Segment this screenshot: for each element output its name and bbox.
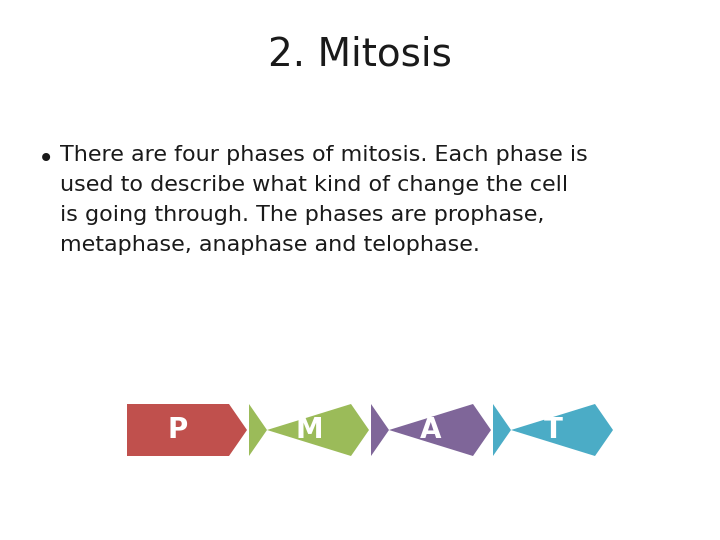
Text: used to describe what kind of change the cell: used to describe what kind of change the… bbox=[60, 175, 568, 195]
Polygon shape bbox=[249, 404, 369, 456]
Text: P: P bbox=[168, 416, 188, 444]
Polygon shape bbox=[493, 404, 613, 456]
Text: M: M bbox=[295, 416, 323, 444]
Text: T: T bbox=[544, 416, 562, 444]
Text: 2. Mitosis: 2. Mitosis bbox=[268, 36, 452, 74]
Text: •: • bbox=[38, 145, 54, 173]
Text: is going through. The phases are prophase,: is going through. The phases are prophas… bbox=[60, 205, 544, 225]
Polygon shape bbox=[371, 404, 491, 456]
Polygon shape bbox=[127, 404, 247, 456]
Text: There are four phases of mitosis. Each phase is: There are four phases of mitosis. Each p… bbox=[60, 145, 588, 165]
Text: metaphase, anaphase and telophase.: metaphase, anaphase and telophase. bbox=[60, 235, 480, 255]
Text: A: A bbox=[420, 416, 442, 444]
